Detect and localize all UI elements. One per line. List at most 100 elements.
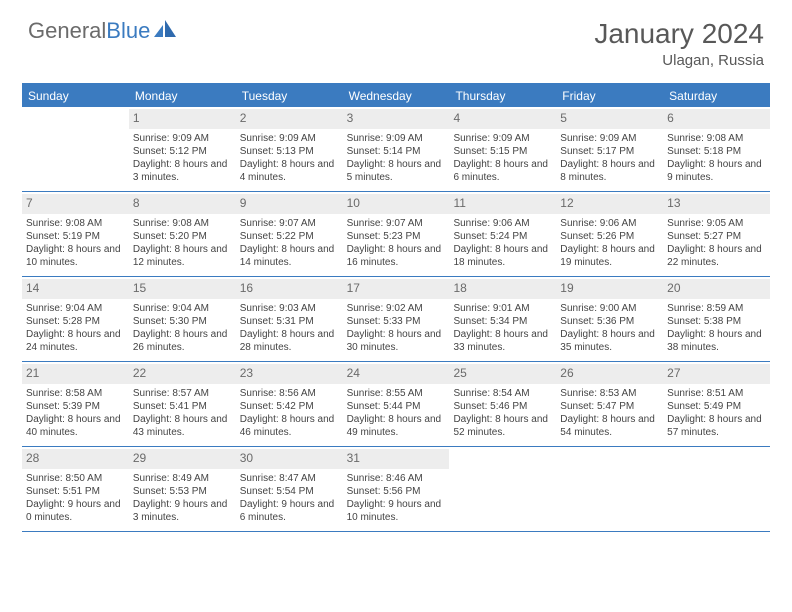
daylight-text: Daylight: 9 hours and 6 minutes.: [240, 498, 339, 524]
sunset-text: Sunset: 5:54 PM: [240, 485, 339, 498]
calendar-cell: 12Sunrise: 9:06 AMSunset: 5:26 PMDayligh…: [556, 192, 663, 276]
day-number: 25: [449, 364, 556, 384]
sunrise-text: Sunrise: 8:50 AM: [26, 472, 125, 485]
sunrise-text: Sunrise: 8:53 AM: [560, 387, 659, 400]
day-number: 12: [556, 194, 663, 214]
sunset-text: Sunset: 5:38 PM: [667, 315, 766, 328]
sunrise-text: Sunrise: 8:57 AM: [133, 387, 232, 400]
sunset-text: Sunset: 5:14 PM: [347, 145, 446, 158]
sunrise-text: Sunrise: 8:58 AM: [26, 387, 125, 400]
day-header: Tuesday: [236, 85, 343, 107]
sunset-text: Sunset: 5:28 PM: [26, 315, 125, 328]
day-number: 13: [663, 194, 770, 214]
sunset-text: Sunset: 5:12 PM: [133, 145, 232, 158]
sunset-text: Sunset: 5:13 PM: [240, 145, 339, 158]
day-number: 23: [236, 364, 343, 384]
day-number: 30: [236, 449, 343, 469]
daylight-text: Daylight: 9 hours and 10 minutes.: [347, 498, 446, 524]
calendar-cell: 22Sunrise: 8:57 AMSunset: 5:41 PMDayligh…: [129, 362, 236, 446]
calendar-cell: .: [22, 107, 129, 191]
sunset-text: Sunset: 5:17 PM: [560, 145, 659, 158]
day-number: 17: [343, 279, 450, 299]
calendar-cell: 26Sunrise: 8:53 AMSunset: 5:47 PMDayligh…: [556, 362, 663, 446]
daylight-text: Daylight: 8 hours and 52 minutes.: [453, 413, 552, 439]
sunrise-text: Sunrise: 9:05 AM: [667, 217, 766, 230]
calendar-cell: 7Sunrise: 9:08 AMSunset: 5:19 PMDaylight…: [22, 192, 129, 276]
brand-text: GeneralBlue: [28, 18, 150, 44]
daylight-text: Daylight: 8 hours and 6 minutes.: [453, 158, 552, 184]
calendar-week: 28Sunrise: 8:50 AMSunset: 5:51 PMDayligh…: [22, 447, 770, 532]
calendar-cell: 9Sunrise: 9:07 AMSunset: 5:22 PMDaylight…: [236, 192, 343, 276]
calendar-cell: 6Sunrise: 9:08 AMSunset: 5:18 PMDaylight…: [663, 107, 770, 191]
calendar-cell: 27Sunrise: 8:51 AMSunset: 5:49 PMDayligh…: [663, 362, 770, 446]
sunrise-text: Sunrise: 9:09 AM: [133, 132, 232, 145]
daylight-text: Daylight: 8 hours and 3 minutes.: [133, 158, 232, 184]
sunset-text: Sunset: 5:22 PM: [240, 230, 339, 243]
daylight-text: Daylight: 8 hours and 10 minutes.: [26, 243, 125, 269]
sunset-text: Sunset: 5:30 PM: [133, 315, 232, 328]
sunrise-text: Sunrise: 9:01 AM: [453, 302, 552, 315]
daylight-text: Daylight: 8 hours and 8 minutes.: [560, 158, 659, 184]
calendar-cell: .: [663, 447, 770, 531]
day-number: 16: [236, 279, 343, 299]
day-number: 27: [663, 364, 770, 384]
sunrise-text: Sunrise: 9:09 AM: [240, 132, 339, 145]
daylight-text: Daylight: 8 hours and 26 minutes.: [133, 328, 232, 354]
sunrise-text: Sunrise: 9:09 AM: [347, 132, 446, 145]
daylight-text: Daylight: 9 hours and 0 minutes.: [26, 498, 125, 524]
calendar-cell: 2Sunrise: 9:09 AMSunset: 5:13 PMDaylight…: [236, 107, 343, 191]
sunset-text: Sunset: 5:47 PM: [560, 400, 659, 413]
sunset-text: Sunset: 5:51 PM: [26, 485, 125, 498]
sails-icon: [154, 20, 180, 43]
sunrise-text: Sunrise: 9:06 AM: [453, 217, 552, 230]
sunset-text: Sunset: 5:44 PM: [347, 400, 446, 413]
calendar-cell: 21 Sunrise: 8:58 AMSunset: 5:39 PMDayligh…: [22, 362, 129, 446]
daylight-text: Daylight: 8 hours and 40 minutes.: [26, 413, 125, 439]
daylight-text: Daylight: 8 hours and 9 minutes.: [667, 158, 766, 184]
daylight-text: Daylight: 9 hours and 3 minutes.: [133, 498, 232, 524]
sunset-text: Sunset: 5:53 PM: [133, 485, 232, 498]
daylight-text: Daylight: 8 hours and 54 minutes.: [560, 413, 659, 439]
sunset-text: Sunset: 5:23 PM: [347, 230, 446, 243]
sunset-text: Sunset: 5:19 PM: [26, 230, 125, 243]
page-header: GeneralBlue January 2024 Ulagan, Russia: [0, 0, 792, 73]
calendar-week: .1Sunrise: 9:09 AMSunset: 5:12 PMDayligh…: [22, 107, 770, 192]
daylight-text: Daylight: 8 hours and 49 minutes.: [347, 413, 446, 439]
calendar-cell: 16Sunrise: 9:03 AMSunset: 5:31 PMDayligh…: [236, 277, 343, 361]
day-number: 28: [22, 449, 129, 469]
sunrise-text: Sunrise: 9:08 AM: [133, 217, 232, 230]
sunrise-text: Sunrise: 9:09 AM: [560, 132, 659, 145]
calendar-cell: 18Sunrise: 9:01 AMSunset: 5:34 PMDayligh…: [449, 277, 556, 361]
sunset-text: Sunset: 5:24 PM: [453, 230, 552, 243]
sunrise-text: Sunrise: 8:51 AM: [667, 387, 766, 400]
day-header: Sunday: [22, 85, 129, 107]
brand-part1: General: [28, 18, 106, 43]
calendar-cell: 31Sunrise: 8:46 AMSunset: 5:56 PMDayligh…: [343, 447, 450, 531]
sunrise-text: Sunrise: 9:07 AM: [240, 217, 339, 230]
daylight-text: Daylight: 8 hours and 4 minutes.: [240, 158, 339, 184]
sunset-text: Sunset: 5:31 PM: [240, 315, 339, 328]
title-block: January 2024 Ulagan, Russia: [594, 18, 764, 69]
day-number: 22: [129, 364, 236, 384]
month-title: January 2024: [594, 18, 764, 50]
sunset-text: Sunset: 5:33 PM: [347, 315, 446, 328]
calendar-cell: 24Sunrise: 8:55 AMSunset: 5:44 PMDayligh…: [343, 362, 450, 446]
sunset-text: Sunset: 5:20 PM: [133, 230, 232, 243]
daylight-text: Daylight: 8 hours and 57 minutes.: [667, 413, 766, 439]
calendar-cell: 14Sunrise: 9:04 AMSunset: 5:28 PMDayligh…: [22, 277, 129, 361]
sunrise-text: Sunrise: 9:08 AM: [667, 132, 766, 145]
calendar-cell: 8Sunrise: 9:08 AMSunset: 5:20 PMDaylight…: [129, 192, 236, 276]
sunrise-text: Sunrise: 9:04 AM: [26, 302, 125, 315]
sunset-text: Sunset: 5:27 PM: [667, 230, 766, 243]
daylight-text: Daylight: 8 hours and 43 minutes.: [133, 413, 232, 439]
day-header: Monday: [129, 85, 236, 107]
daylight-text: Daylight: 8 hours and 16 minutes.: [347, 243, 446, 269]
daylight-text: Daylight: 8 hours and 22 minutes.: [667, 243, 766, 269]
sunset-text: Sunset: 5:39 PM: [26, 400, 125, 413]
day-number: 11: [449, 194, 556, 214]
day-number: 29: [129, 449, 236, 469]
calendar-week: 14Sunrise: 9:04 AMSunset: 5:28 PMDayligh…: [22, 277, 770, 362]
day-number: 21: [22, 364, 129, 384]
calendar-cell: 23Sunrise: 8:56 AMSunset: 5:42 PMDayligh…: [236, 362, 343, 446]
daylight-text: Daylight: 8 hours and 5 minutes.: [347, 158, 446, 184]
